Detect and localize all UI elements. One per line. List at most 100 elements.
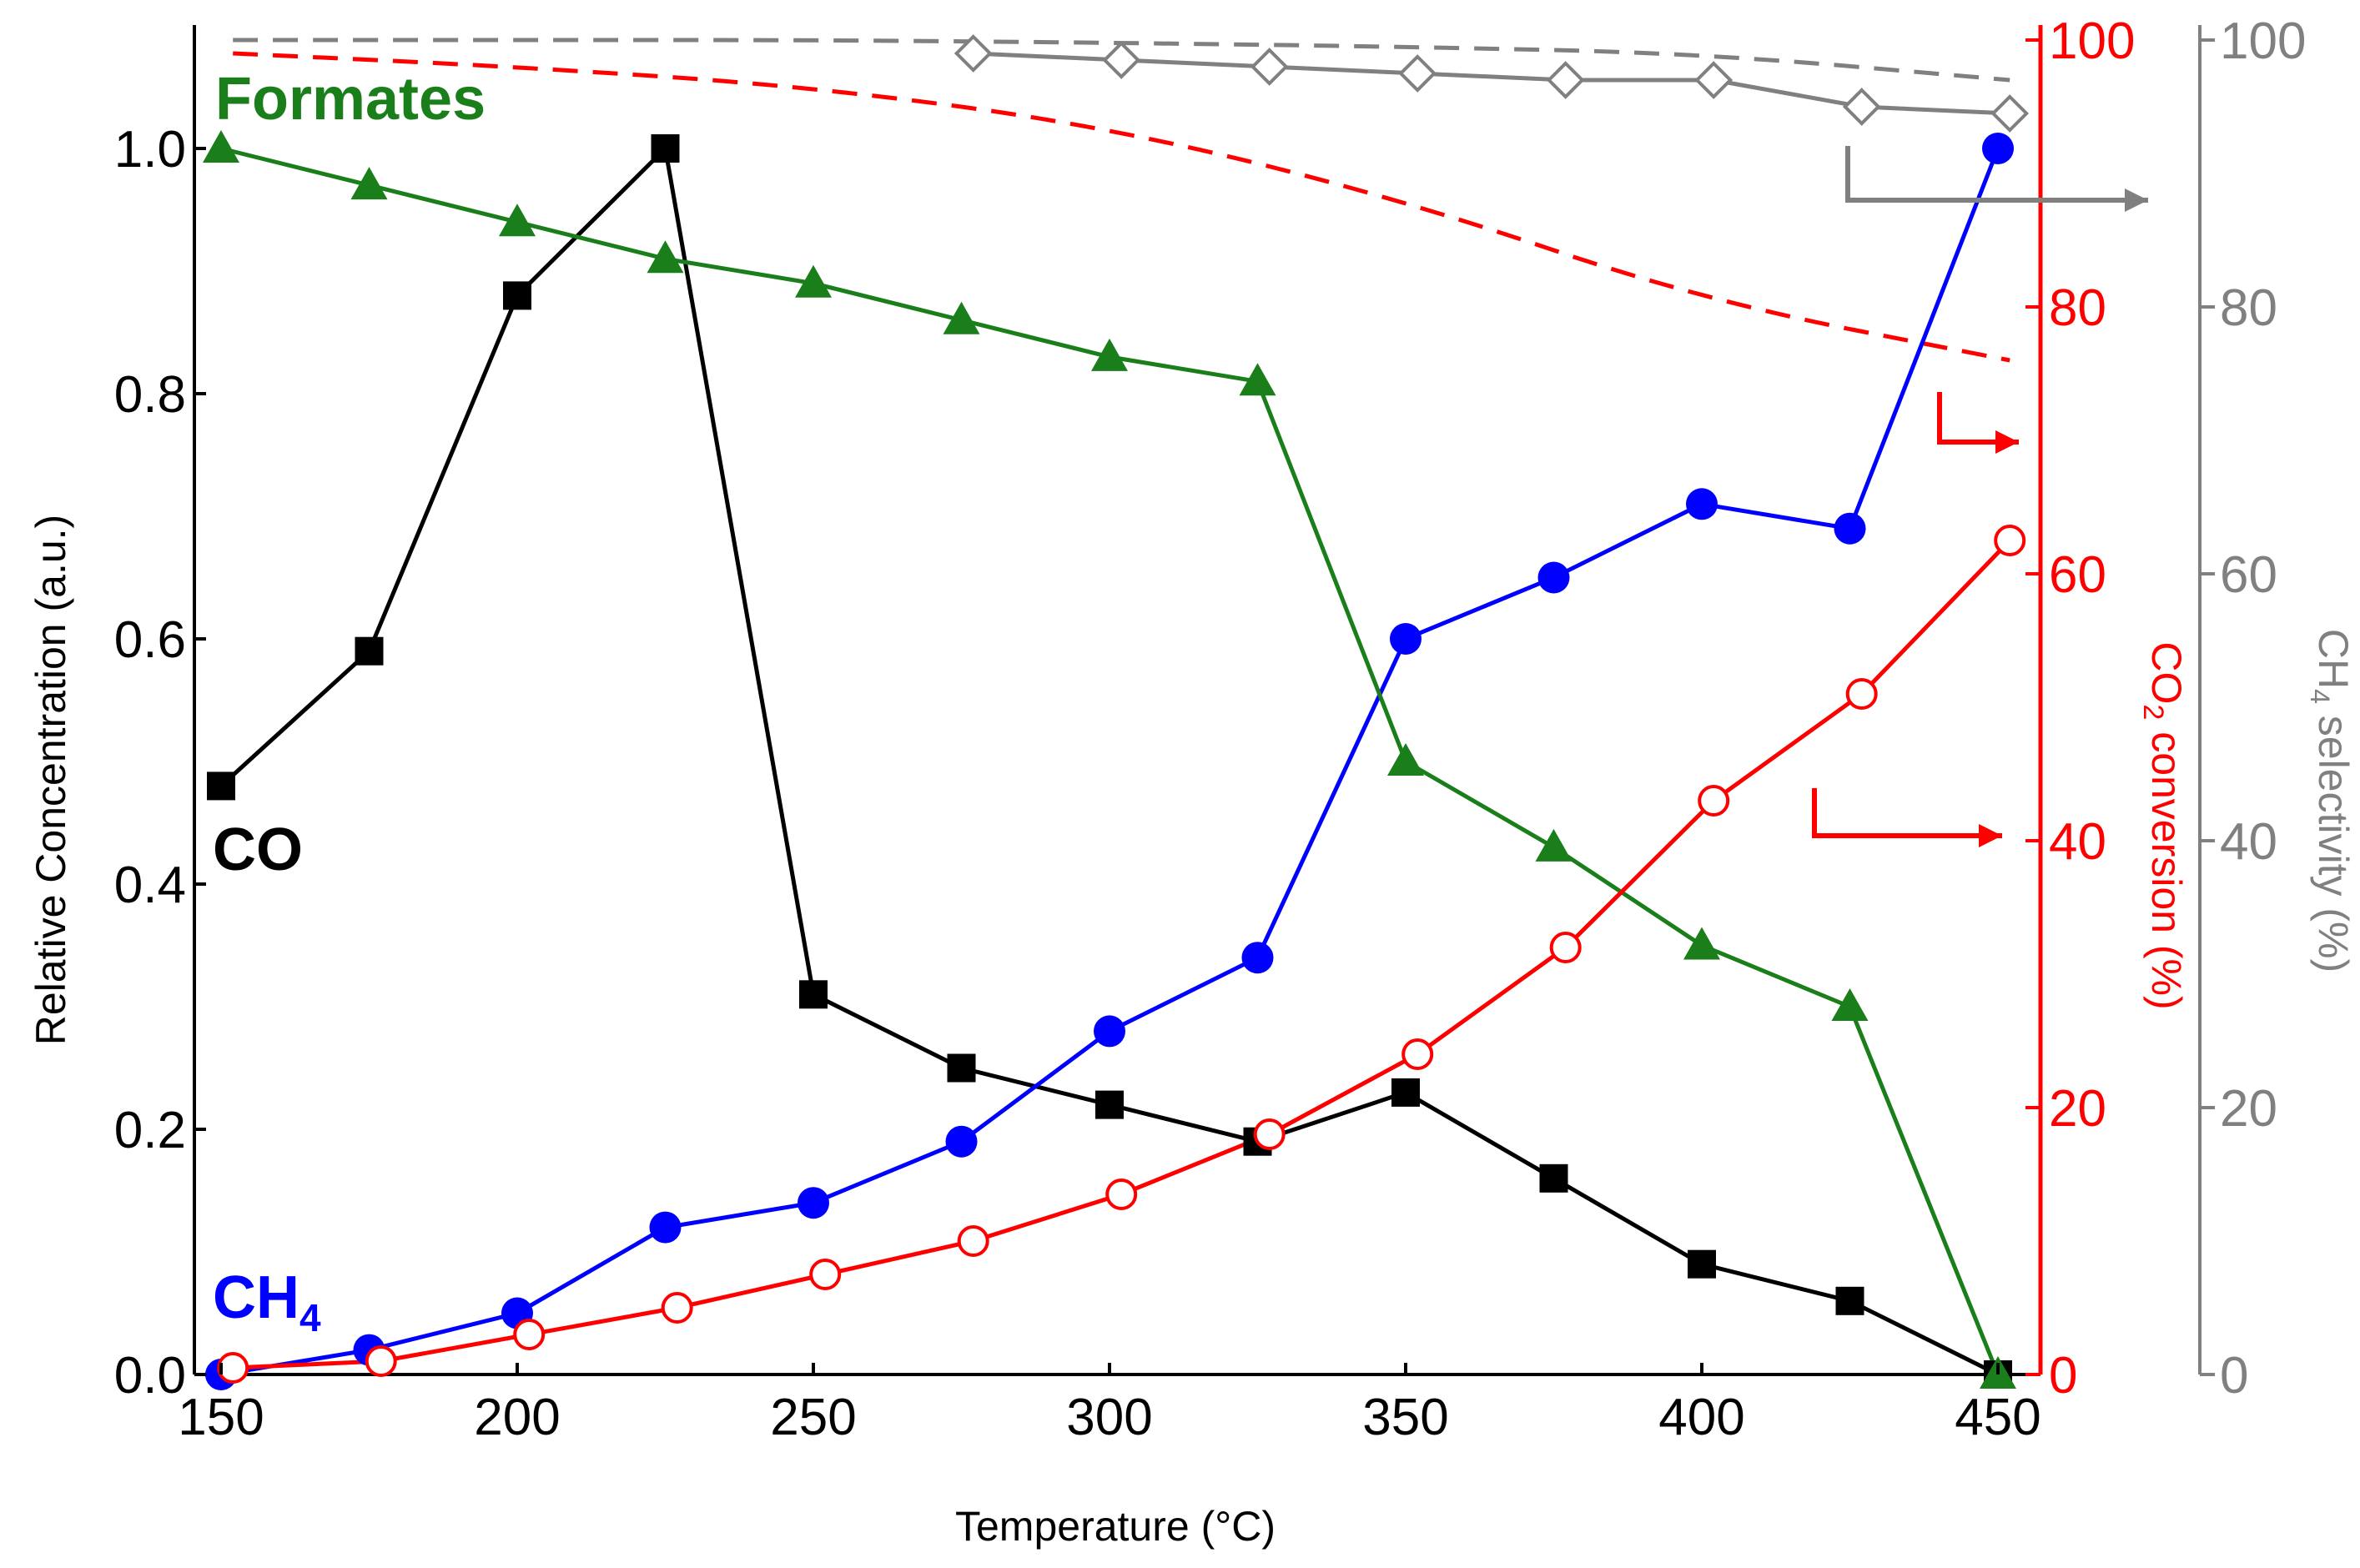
co-point bbox=[355, 636, 384, 666]
formates-point bbox=[943, 301, 980, 334]
formates-point bbox=[1091, 338, 1128, 371]
co-point bbox=[799, 980, 828, 1009]
ch4-selectivity-point bbox=[1250, 48, 1289, 86]
y-right-outer-tick-label: 0 bbox=[2220, 1347, 2248, 1405]
y-right-inner-tick-label: 100 bbox=[2049, 13, 2135, 70]
ch4-point bbox=[798, 1187, 829, 1219]
y-right-outer-tick-label: 20 bbox=[2220, 1080, 2277, 1138]
co-point bbox=[1391, 1078, 1420, 1107]
co2-conversion-point bbox=[809, 1259, 842, 1290]
formates-point bbox=[1387, 743, 1424, 776]
co2-conversion-point bbox=[217, 1352, 249, 1384]
formates-point bbox=[1831, 988, 1869, 1021]
co2-conversion-point bbox=[1698, 785, 1730, 817]
formates-point bbox=[350, 167, 388, 200]
y-right-inner-tick-label: 80 bbox=[2049, 279, 2106, 337]
ch4-selectivity-point bbox=[1990, 94, 2030, 133]
y-right-inner-tick-label: 40 bbox=[2049, 813, 2106, 871]
ch4-point bbox=[1390, 623, 1422, 655]
y-right-inner-axis-title: CO2 conversion (%) bbox=[2137, 641, 2190, 1009]
axis-indicator-arrows bbox=[1812, 146, 2148, 847]
y-left-tick-label: 0.0 bbox=[114, 1347, 186, 1405]
co-point bbox=[503, 281, 531, 310]
ch4-point bbox=[1834, 512, 1866, 545]
co-point bbox=[1539, 1163, 1568, 1193]
co2-conversion-point bbox=[1549, 932, 1582, 963]
y-left-tick-label: 0.4 bbox=[114, 857, 186, 914]
x-tick-label: 200 bbox=[474, 1389, 560, 1446]
y-right-outer-tick-label: 100 bbox=[2220, 13, 2306, 70]
ch4-selectivity-line bbox=[973, 51, 2010, 116]
co-label: CO bbox=[213, 817, 303, 883]
y-left-tick-label: 0.6 bbox=[114, 611, 186, 669]
plot-frame bbox=[193, 25, 2201, 1376]
series-markers bbox=[203, 34, 2030, 1390]
ch4-equilibrium-selectivity-dashed-curve bbox=[233, 38, 2010, 83]
y-right-outer-axis-ticks: 0 20 40 60 80 100 bbox=[2200, 13, 2306, 1405]
co-point bbox=[207, 771, 235, 801]
formates-point bbox=[203, 130, 239, 163]
conversion-equilibrium-arrow-head bbox=[1995, 430, 2019, 454]
x-axis-title: Temperature (°C) bbox=[955, 1503, 1276, 1550]
selectivity-arrow-line bbox=[1845, 146, 2148, 203]
ch4-point bbox=[1094, 1015, 1125, 1048]
formates-point bbox=[1683, 927, 1720, 960]
y-right-inner-tick-label: 0 bbox=[2049, 1347, 2077, 1405]
y-left-tick-label: 0.8 bbox=[114, 366, 186, 424]
formates-point bbox=[1239, 363, 1276, 396]
co2-conversion-line bbox=[233, 539, 2011, 1370]
conversion-arrow-line bbox=[1812, 788, 2002, 838]
y-right-outer-tick-label: 40 bbox=[2220, 813, 2277, 871]
co-point bbox=[1835, 1286, 1864, 1315]
y-right-inner-tick-label: 20 bbox=[2049, 1080, 2106, 1138]
formates-point bbox=[499, 204, 536, 237]
ch4-point bbox=[1537, 561, 1570, 594]
ch4-selectivity-point bbox=[954, 34, 993, 73]
equilibrium-curves bbox=[233, 38, 2010, 363]
y-right-inner-axis-ticks: 0 20 40 60 80 100 bbox=[2025, 13, 2135, 1405]
ch4-selectivity-point bbox=[1102, 41, 1141, 79]
formates-point bbox=[1535, 828, 1572, 862]
selectivity-arrow-head bbox=[2125, 188, 2148, 212]
x-tick-label: 250 bbox=[770, 1389, 856, 1446]
y-left-tick-label: 0.2 bbox=[114, 1102, 186, 1159]
series-lines bbox=[219, 51, 2011, 1377]
ch4-label: CH4 bbox=[213, 1264, 321, 1339]
conversion-arrow-head bbox=[1979, 824, 2002, 847]
co2-conversion-point bbox=[513, 1319, 546, 1350]
co2-conversion-point bbox=[1253, 1118, 1286, 1150]
x-tick-label: 350 bbox=[1362, 1389, 1448, 1446]
ch4-selectivity-point bbox=[1842, 88, 1881, 126]
conversion-equilibrium-arrow-line bbox=[1937, 392, 2019, 445]
x-tick-label: 300 bbox=[1066, 1389, 1152, 1446]
co-point bbox=[947, 1053, 976, 1083]
formates-point bbox=[647, 240, 684, 274]
y-right-outer-tick-label: 60 bbox=[2220, 546, 2277, 604]
ch4-point bbox=[1982, 133, 2014, 164]
ch4-point bbox=[649, 1211, 682, 1244]
formates-point bbox=[795, 264, 832, 298]
ch4-selectivity-point bbox=[1398, 54, 1437, 93]
ch4-selectivity-point bbox=[1694, 61, 1734, 99]
x-tick-label: 150 bbox=[178, 1389, 264, 1446]
co-point bbox=[651, 134, 680, 163]
ch4-point bbox=[1241, 942, 1274, 974]
x-tick-label: 450 bbox=[1955, 1389, 2040, 1446]
formates-label: Formates bbox=[215, 66, 486, 133]
y-right-outer-axis-title: CH4 selectivity (%) bbox=[2305, 629, 2357, 972]
co2-conversion-point bbox=[1105, 1179, 1138, 1210]
y-left-axis-ticks: 0.0 0.2 0.4 0.6 0.8 1.0 bbox=[114, 121, 206, 1405]
y-right-outer-tick-label: 80 bbox=[2220, 279, 2277, 337]
y-right-inner-tick-label: 60 bbox=[2049, 546, 2106, 604]
ch4-selectivity-point bbox=[1546, 61, 1585, 99]
co2-conversion-point bbox=[1401, 1038, 1434, 1070]
co2-conversion-point bbox=[957, 1225, 989, 1257]
y-left-axis-title: Relative Concentration (a.u.) bbox=[28, 515, 74, 1045]
ch4-point bbox=[1686, 488, 1718, 520]
x-axis-ticks: 150 200 250 300 350 400 450 bbox=[178, 1363, 2041, 1446]
x-tick-label: 400 bbox=[1658, 1389, 1744, 1446]
co2-conversion-point bbox=[1845, 678, 1878, 710]
co2-conversion-point bbox=[661, 1292, 693, 1324]
ch4-point bbox=[945, 1125, 978, 1158]
